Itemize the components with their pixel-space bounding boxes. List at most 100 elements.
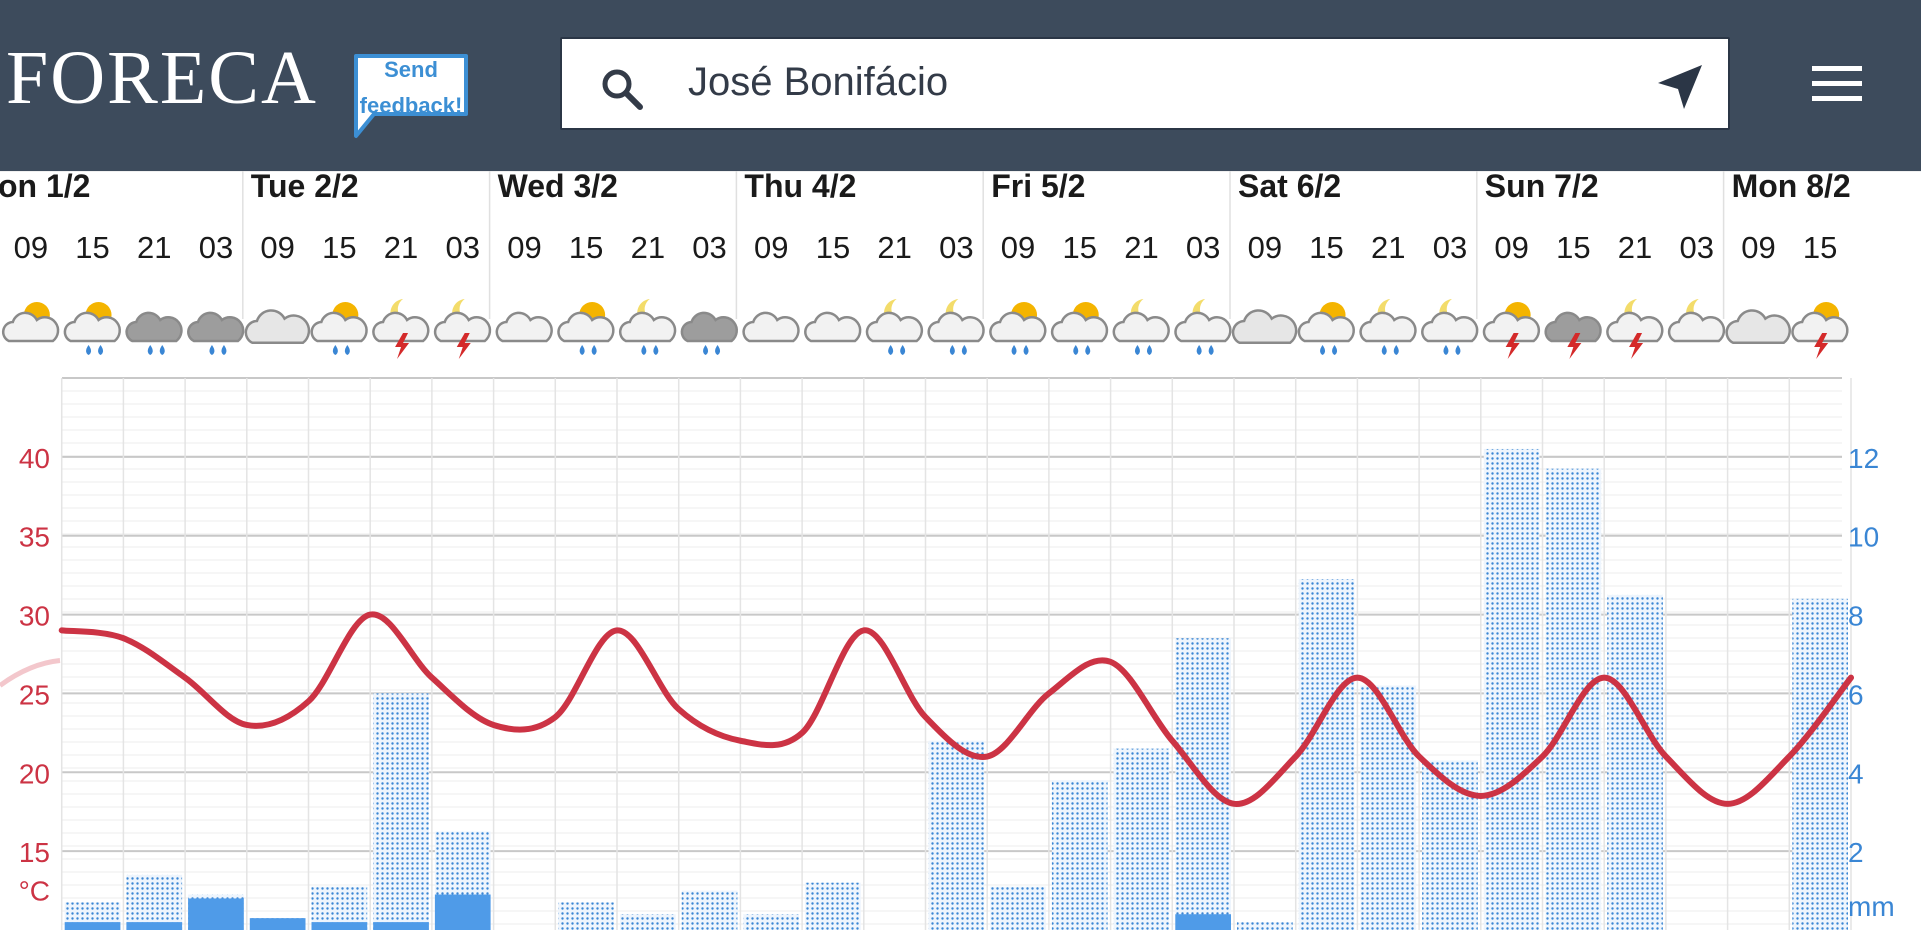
raindrop-shape xyxy=(1443,345,1449,355)
search-icon[interactable] xyxy=(600,67,644,111)
temperature-tick-label: 15 xyxy=(19,837,50,868)
moon-cloud-rain-icon xyxy=(1421,299,1479,355)
dark-cloud-rain-icon xyxy=(125,311,183,355)
feedback-line1: Send xyxy=(384,57,438,82)
precipitation-bar xyxy=(1483,448,1540,930)
partly-cloudy-icon xyxy=(804,311,862,343)
hour-label: 21 xyxy=(1618,230,1652,265)
precipitation-tick-label: 4 xyxy=(1848,758,1864,789)
hour-label: 09 xyxy=(1741,230,1775,265)
locate-arrow-icon[interactable] xyxy=(1654,61,1706,113)
raindrop-shape xyxy=(1146,345,1152,355)
cloud-shape xyxy=(1112,311,1170,343)
precipitation-bar-actual xyxy=(373,922,429,930)
precipitation-bar xyxy=(681,890,738,930)
raindrop-shape xyxy=(221,345,227,355)
raindrop-shape xyxy=(1073,345,1079,355)
raindrop-shape xyxy=(653,345,659,355)
precipitation-bar xyxy=(1545,468,1602,930)
sun-cloud-rain-icon xyxy=(1050,302,1109,355)
precipitation-bar-actual xyxy=(126,922,183,930)
raindrop-shape xyxy=(147,345,153,355)
temperature-tick-label: 30 xyxy=(19,601,50,632)
hour-label: 09 xyxy=(1001,230,1035,265)
day-label: Sat 6/2 xyxy=(1238,171,1341,204)
hour-label: 03 xyxy=(1433,230,1467,265)
raindrop-shape xyxy=(1208,345,1214,355)
lightning-shape xyxy=(1814,333,1829,359)
precipitation-bar xyxy=(1051,780,1108,930)
precipitation-tick-label: 2 xyxy=(1848,837,1864,868)
day-label: Wed 3/2 xyxy=(498,171,618,204)
cloud-shape xyxy=(1,311,60,343)
cloud-shape xyxy=(63,311,121,343)
dark-cloud-rain-icon xyxy=(187,311,245,355)
hour-label: 21 xyxy=(137,230,171,265)
cloud-shape xyxy=(865,311,924,343)
day-label: Mon 8/2 xyxy=(1732,171,1851,204)
raindrop-shape xyxy=(1085,345,1091,355)
hour-label: 15 xyxy=(322,230,356,265)
precipitation-bar xyxy=(126,874,183,930)
temperature-line xyxy=(58,611,1854,807)
foreca-logo[interactable]: FORECA xyxy=(6,36,318,120)
hour-label: 21 xyxy=(384,230,418,265)
cloud-shape xyxy=(1231,309,1298,345)
forecast-chart: on 1/2 Tue 2/2 Wed 3/2 Thu 4/2 Fri 5/2 Sat 6/… xyxy=(0,171,1921,930)
location-search-box[interactable]: José Bonifácio xyxy=(560,37,1730,130)
cloud-shape xyxy=(1606,311,1664,343)
feedback-line2: feedback! xyxy=(359,93,463,118)
hour-label: 15 xyxy=(1309,230,1343,265)
hour-label: 09 xyxy=(507,230,541,265)
cloud-shape xyxy=(495,311,553,343)
hour-label: 15 xyxy=(1803,230,1837,265)
precipitation-tick-label: 6 xyxy=(1848,679,1864,710)
cloudy-icon xyxy=(244,309,311,345)
hour-label: 15 xyxy=(75,230,109,265)
precipitation-bar xyxy=(1607,594,1663,930)
raindrop-shape xyxy=(1455,345,1461,355)
raindrop-shape xyxy=(1134,345,1140,355)
cloud-shape xyxy=(557,311,615,343)
moon-cloud-rain-icon xyxy=(1112,299,1170,355)
lightning-shape xyxy=(1505,333,1520,359)
partly-cloudy-icon xyxy=(742,311,800,343)
feedback-button[interactable]: Send feedback! xyxy=(352,52,470,172)
cloud-shape xyxy=(1421,311,1479,343)
hour-label: 21 xyxy=(631,230,665,265)
moon-cloudy-icon xyxy=(1667,299,1726,343)
cloud-shape xyxy=(989,311,1047,343)
moon-cloud-rain-icon xyxy=(1359,299,1417,355)
lightning-shape xyxy=(395,333,410,359)
precipitation-bar xyxy=(1237,922,1293,930)
precipitation-bar xyxy=(373,693,429,930)
hamburger-menu-icon[interactable] xyxy=(1812,64,1862,104)
cloud-shape xyxy=(742,311,800,343)
temperature-tick-label: 35 xyxy=(19,522,50,553)
day-label: Sun 7/2 xyxy=(1485,171,1599,204)
hour-label: 09 xyxy=(1248,230,1282,265)
lightning-shape xyxy=(1629,333,1644,359)
raindrop-shape xyxy=(715,345,721,355)
hour-label: 09 xyxy=(1494,230,1528,265)
cloudy-icon xyxy=(1725,309,1791,345)
cloud-shape xyxy=(1667,311,1726,343)
hour-label: 09 xyxy=(260,230,294,265)
raindrop-shape xyxy=(888,345,894,355)
precipitation-bar xyxy=(1792,598,1848,930)
temperature-tick-label: 40 xyxy=(19,443,50,474)
search-input[interactable]: José Bonifácio xyxy=(688,60,949,104)
day-label: Thu 4/2 xyxy=(744,171,856,204)
hour-label: 03 xyxy=(692,230,726,265)
raindrop-shape xyxy=(1393,345,1399,355)
precipitation-bar xyxy=(743,914,800,930)
precipitation-bar-actual xyxy=(1175,914,1231,930)
day-label: on 1/2 xyxy=(0,171,90,204)
precipitation-tick-label: 10 xyxy=(1848,522,1879,553)
moon-thunderstorm-icon xyxy=(433,299,492,359)
lightning-shape xyxy=(456,333,471,359)
cloud-shape xyxy=(927,311,985,343)
cloud-shape xyxy=(1544,311,1602,343)
raindrop-shape xyxy=(900,345,906,355)
cloud-shape xyxy=(372,311,430,343)
